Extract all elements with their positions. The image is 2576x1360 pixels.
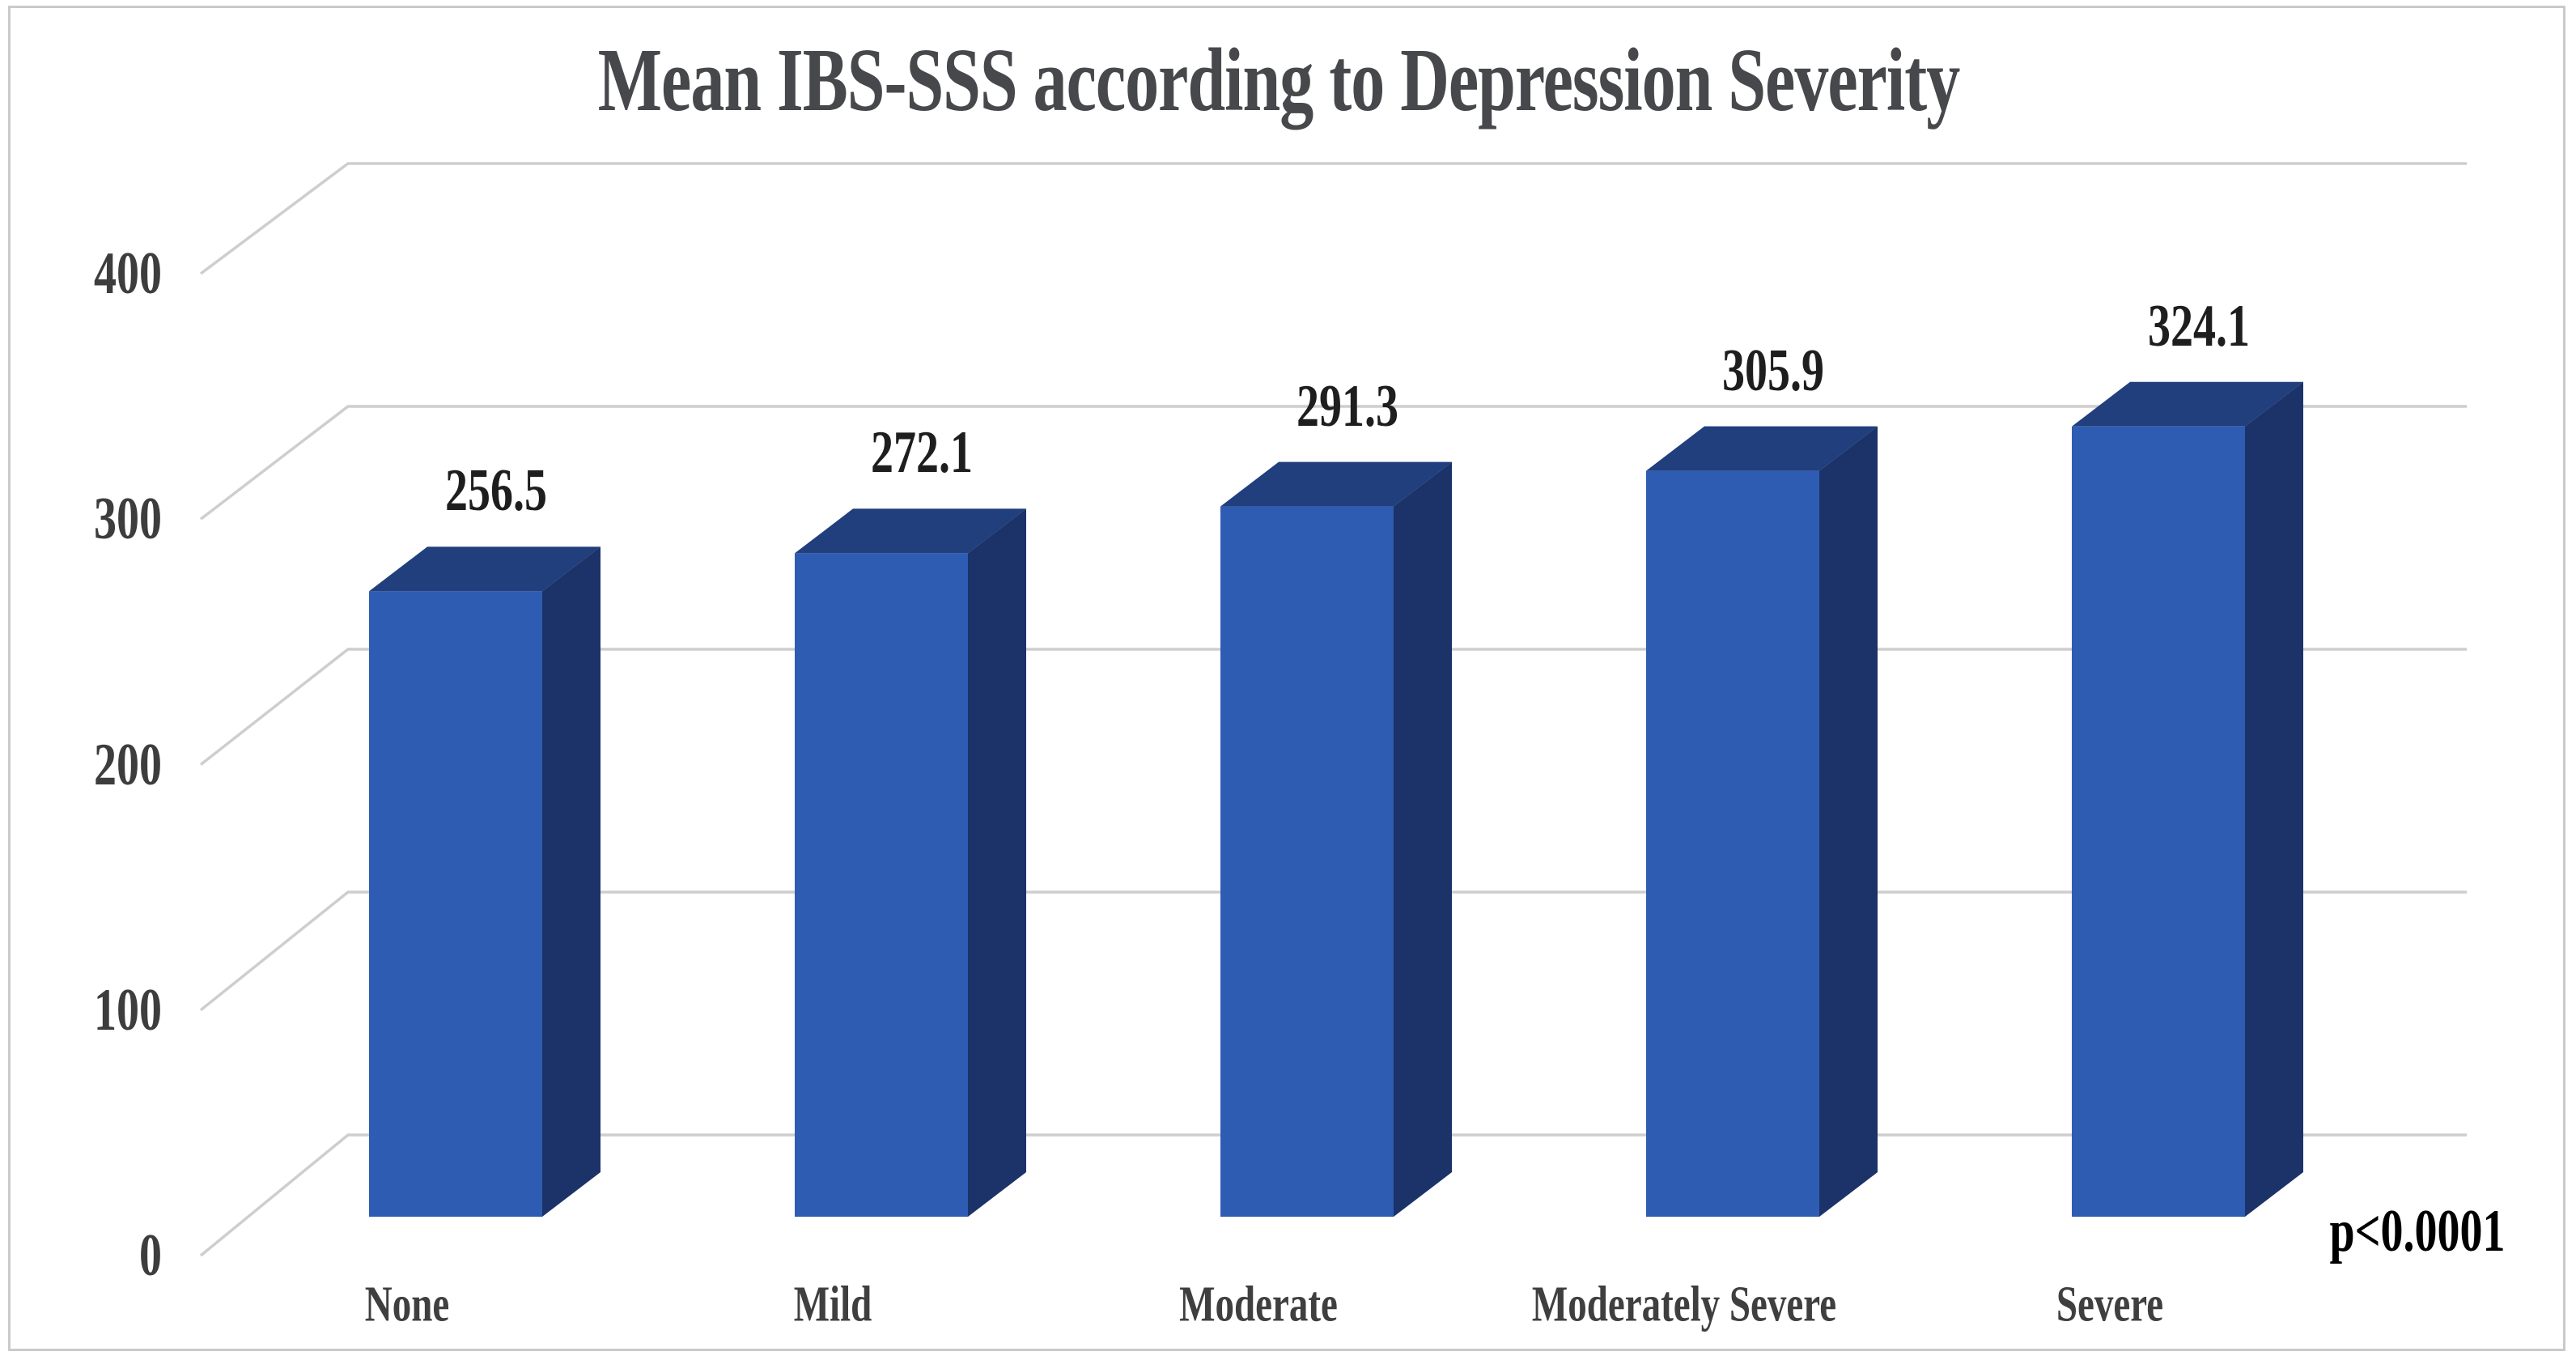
y-tick-label-400: 400 [94,240,162,308]
category-label-4: Severe [2056,1276,2164,1332]
bar-front-face-3 [1646,470,1819,1217]
p-value-annotation: p<0.0001 [2329,1197,2506,1265]
bar-top-face-0 [369,546,601,592]
y-tick-label-100: 100 [94,976,162,1043]
bar-value-label-0: 256.5 [445,457,547,525]
bar-side-face-0 [542,546,601,1217]
category-label-1: Mild [793,1276,872,1332]
category-label-0: None [364,1276,450,1332]
bar-side-face-4 [2245,381,2303,1217]
bar-side-face-3 [1819,426,1878,1217]
bar-top-face-4 [2072,381,2303,427]
chart-title: Mean IBS-SSS according to Depression Sev… [597,30,1960,131]
bar-value-label-1: 272.1 [871,419,973,487]
bar-front-face-0 [369,591,542,1217]
y-tick-label-0: 0 [139,1222,162,1290]
bar-value-label-4: 324.1 [2148,292,2250,360]
gridline-400 [199,162,2467,275]
y-tick-label-200: 200 [94,731,162,798]
bar-side-face-2 [1394,461,1452,1217]
category-label-2: Moderate [1179,1276,1338,1332]
y-tick-label-300: 300 [94,486,162,553]
bar-value-label-2: 291.3 [1296,372,1398,440]
bar-top-face-1 [795,508,1026,554]
gridline-300 [199,405,2467,521]
bar-top-face-3 [1646,426,1878,471]
category-label-3: Moderately Severe [1531,1276,1837,1332]
bar-front-face-1 [795,553,968,1217]
bar-top-face-2 [1220,461,1452,507]
bar-side-face-1 [968,508,1026,1217]
bar-front-face-4 [2072,426,2245,1217]
bar-value-label-3: 305.9 [1722,337,1824,404]
bar-front-face-2 [1220,506,1394,1217]
